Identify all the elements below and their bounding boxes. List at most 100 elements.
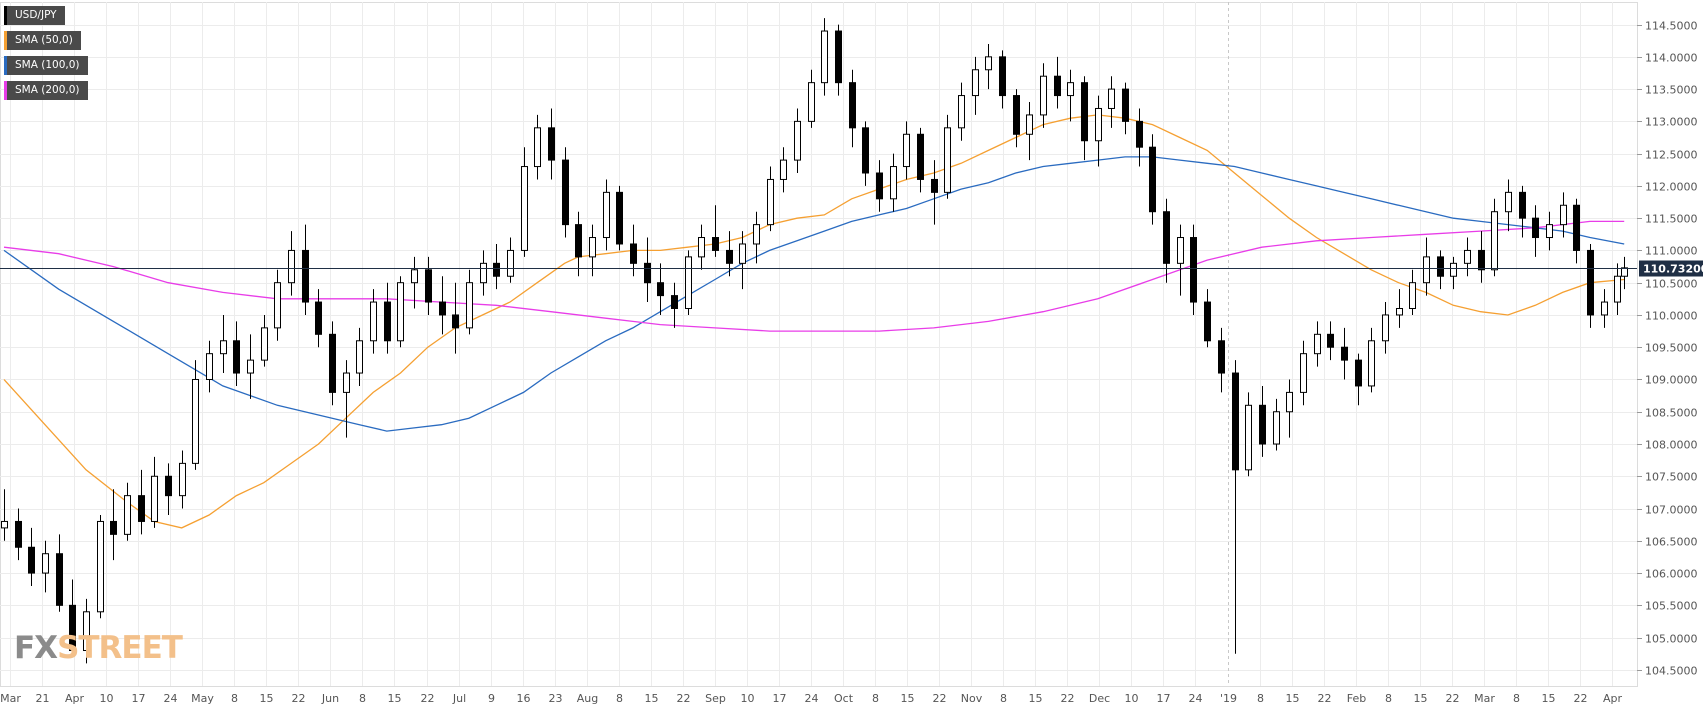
- legend-swatch: [4, 56, 7, 75]
- candle: [247, 334, 254, 399]
- y-tick-label: 114.5000: [1645, 20, 1698, 33]
- candle: [493, 243, 500, 290]
- candle: [480, 250, 487, 296]
- last-price-marker: 110.73200: [0, 260, 1707, 277]
- candle: [1218, 327, 1225, 393]
- candle: [767, 166, 774, 232]
- legend-label: USD/JPY: [15, 9, 57, 21]
- x-tick-label: Jul: [452, 692, 466, 705]
- candle: [165, 463, 172, 515]
- x-tick-label: 22: [1574, 692, 1588, 705]
- candle: [329, 321, 336, 406]
- candle: [1355, 353, 1362, 406]
- candle: [15, 508, 22, 561]
- x-tick-label: 8: [1257, 692, 1264, 705]
- candle: [917, 127, 924, 193]
- candle: [302, 224, 309, 315]
- x-tick-label: 22: [933, 692, 947, 705]
- x-tick-label: 8: [872, 692, 879, 705]
- y-tick-label: 111.5000: [1645, 213, 1698, 226]
- x-tick-label: 15: [388, 692, 402, 705]
- x-tick-label: 10: [100, 692, 114, 705]
- y-tick-label: 113.0000: [1645, 116, 1698, 129]
- y-tick-label: 105.5000: [1645, 600, 1698, 613]
- x-tick-label: 17: [132, 692, 146, 705]
- x-tick-label: 24: [805, 692, 819, 705]
- candle: [1437, 250, 1444, 290]
- x-tick-label: Feb: [1347, 692, 1366, 705]
- candle: [1314, 321, 1321, 367]
- plot-area: [0, 2, 1638, 687]
- candle: [179, 450, 186, 509]
- candle: [1232, 360, 1239, 654]
- candle: [944, 114, 951, 199]
- candle: [794, 108, 801, 173]
- candle: [1, 489, 8, 541]
- y-tick-label: 105.0000: [1645, 633, 1698, 646]
- y-tick-label: 106.0000: [1645, 568, 1698, 581]
- candle: [685, 250, 692, 315]
- x-tick-label: Mar: [1474, 692, 1495, 705]
- candle: [274, 269, 281, 341]
- candle: [1122, 82, 1129, 135]
- candle: [575, 211, 582, 277]
- candle: [261, 314, 268, 367]
- candle: [1423, 237, 1430, 296]
- candle: [343, 360, 350, 438]
- legend-item: SMA (50,0): [4, 31, 81, 50]
- candle: [1478, 231, 1485, 283]
- legend-swatch: [4, 31, 7, 50]
- candle: [534, 114, 541, 180]
- candle: [903, 121, 910, 180]
- y-tick-label: 113.5000: [1645, 84, 1698, 97]
- sma-line: [3, 156, 1625, 432]
- candle: [603, 179, 610, 251]
- x-tick-label: 17: [1157, 692, 1171, 705]
- candle: [1204, 289, 1211, 348]
- candle: [1614, 263, 1621, 315]
- candle: [124, 482, 131, 541]
- candle: [384, 282, 391, 354]
- x-tick-label: 15: [1414, 692, 1428, 705]
- sma-line: [3, 114, 1625, 529]
- x-tick-label: May: [191, 692, 214, 705]
- candle: [821, 18, 828, 96]
- candle: [849, 69, 856, 148]
- x-tick-label: 24: [164, 692, 178, 705]
- candle: [1396, 289, 1403, 328]
- candle: [630, 224, 637, 277]
- candles: [1, 18, 1628, 664]
- logo-street: STREET: [57, 630, 183, 666]
- candle: [1601, 289, 1608, 328]
- candle: [1040, 63, 1047, 128]
- x-tick-label: 8: [231, 692, 238, 705]
- candle: [315, 289, 322, 348]
- x-tick-label: 22: [1446, 692, 1460, 705]
- x-tick-label: 15: [260, 692, 274, 705]
- candle: [1300, 340, 1307, 406]
- candle: [1450, 256, 1457, 290]
- x-tick-label: 8: [1000, 692, 1007, 705]
- candle: [397, 276, 404, 348]
- x-tick-label: Dec: [1089, 692, 1110, 705]
- candle: [548, 108, 555, 180]
- x-tick-label: Apr: [65, 692, 85, 705]
- x-tick-label: 8: [616, 692, 623, 705]
- candle: [288, 231, 295, 296]
- x-tick-label: Nov: [961, 692, 983, 705]
- candle: [862, 121, 869, 186]
- candle: [739, 231, 746, 290]
- legend-swatch: [4, 81, 7, 100]
- candle: [1464, 237, 1471, 277]
- legend-item: SMA (100,0): [4, 56, 88, 75]
- candle: [466, 269, 473, 335]
- y-tick-label: 108.0000: [1645, 439, 1698, 452]
- x-tick-label: 8: [359, 692, 366, 705]
- candle: [958, 82, 965, 141]
- candle: [1054, 56, 1061, 109]
- candle: [356, 327, 363, 386]
- y-tick-label: 108.5000: [1645, 407, 1698, 420]
- candle: [370, 289, 377, 354]
- candle: [97, 515, 104, 619]
